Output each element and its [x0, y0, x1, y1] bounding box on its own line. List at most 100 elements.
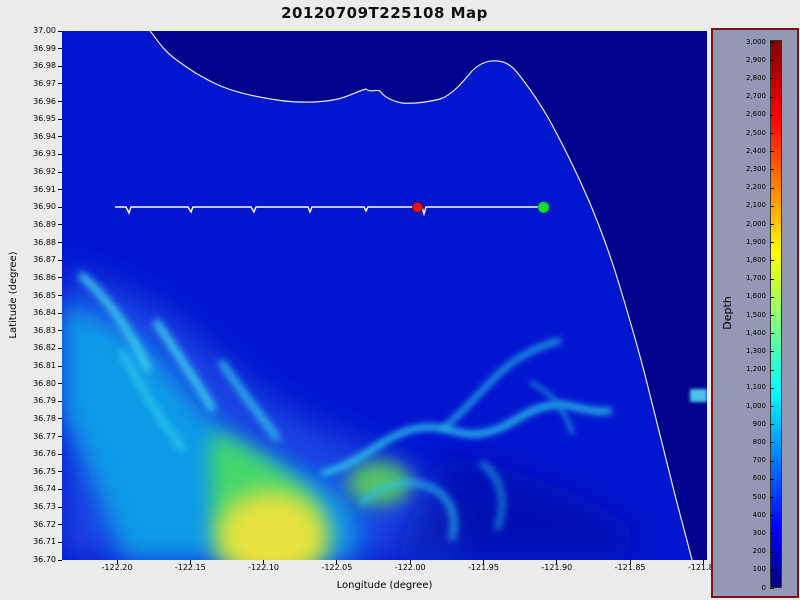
y-tick-label: 36.74	[33, 484, 56, 494]
y-tick-label: 36.70	[33, 555, 56, 564]
y-tick-label: 36.88	[33, 237, 56, 247]
bathymetry-feature	[690, 389, 707, 402]
bathymetry-map	[62, 31, 707, 560]
colorbar-tick-label: 800	[752, 437, 766, 446]
y-tick-label: 36.98	[33, 61, 56, 71]
y-tick-label: 36.80	[33, 378, 56, 388]
colorbar-tick-label: 300	[752, 528, 766, 537]
coastline	[149, 31, 693, 560]
bathymetry-features	[62, 271, 642, 560]
colorbar-tick-label: 0	[761, 583, 766, 592]
bathymetry-feature	[359, 480, 457, 541]
colorbar-tick-label: 2,400	[745, 146, 766, 155]
x-tick-label: -121.85	[614, 563, 646, 572]
green-marker	[537, 201, 550, 214]
track-markers	[412, 201, 550, 214]
y-tick-label: 36.82	[33, 343, 56, 353]
x-tick-mark	[409, 560, 411, 564]
colorbar-tick-label: 2,900	[745, 55, 766, 64]
x-tick-label: -122.20	[101, 563, 133, 572]
colorbar-tick-mark	[770, 588, 774, 589]
y-tick-label: 36.93	[33, 149, 56, 159]
y-tick-label: 36.99	[33, 43, 56, 53]
y-tick-label: 36.91	[33, 184, 56, 194]
colorbar-tick-label: 1,300	[745, 346, 766, 355]
x-tick-mark	[702, 560, 704, 564]
y-tick-label: 36.89	[33, 219, 56, 229]
colorbar-tick-label: 600	[752, 474, 766, 483]
x-tick-label: -122.15	[174, 563, 206, 572]
y-tick-label: 36.76	[33, 449, 56, 459]
y-tick-label: 36.81	[33, 361, 56, 371]
x-tick-label: -122.10	[248, 563, 280, 572]
colorbar-tick-label: 2,600	[745, 110, 766, 119]
colorbar-tick-label: 2,200	[745, 183, 766, 192]
y-tick-label: 37.00	[33, 26, 56, 35]
colorbar-tick-label: 2,000	[745, 219, 766, 228]
y-tick-label: 36.73	[33, 502, 56, 512]
map-canvas	[62, 31, 707, 560]
x-tick-label: -122.00	[394, 563, 426, 572]
chart-title: 20120709T225108 Map	[281, 4, 488, 22]
colorbar-tick-label: 1,600	[745, 292, 766, 301]
bathymetry-feature	[530, 381, 574, 435]
colorbar-tick-label: 2,700	[745, 92, 766, 101]
y-tick-label: 36.75	[33, 466, 56, 476]
y-tick-label: 36.78	[33, 413, 56, 423]
colorbar-tick-label: 2,300	[745, 164, 766, 173]
colorbar-tick-label: 2,100	[745, 201, 766, 210]
colorbar-tick-label: 1,500	[745, 310, 766, 319]
x-tick-mark	[483, 560, 484, 564]
x-tick-mark	[189, 560, 191, 564]
x-tick-mark	[263, 560, 265, 564]
y-tick-label: 36.90	[33, 202, 56, 212]
colorbar-panel: Depth 3,000 2,900 2,800 2,700 2,600 2,500 2,40…	[711, 28, 799, 598]
y-tick-label: 36.96	[33, 96, 56, 106]
colorbar-tick-label: 2,800	[745, 73, 766, 82]
colorbar-tick-label: 1,200	[745, 365, 766, 374]
colorbar-gradient-bar	[770, 40, 782, 588]
bathymetry-feature	[78, 272, 151, 372]
colorbar-tick-label: 1,800	[745, 255, 766, 264]
y-axis-label: Latitude (degree)	[8, 251, 19, 339]
x-tick-label: -121.95	[468, 563, 499, 572]
x-axis-label: Longitude (degree)	[336, 580, 433, 591]
colorbar-tick-label: 1,100	[745, 383, 766, 392]
y-tick-label: 36.72	[33, 519, 56, 529]
bathymetry-feature	[441, 338, 562, 431]
bathymetry-edge-patch	[690, 389, 707, 402]
y-tick-label: 36.97	[33, 78, 56, 88]
colorbar-tick-label: 200	[752, 547, 766, 556]
y-tick-label: 36.71	[33, 537, 56, 547]
colorbar-tick-label: 2,500	[745, 128, 766, 137]
red-marker	[412, 201, 423, 213]
bathymetry-feature	[217, 491, 327, 560]
colorbar-tick-label: 700	[752, 456, 766, 465]
colorbar-tick-label: 500	[752, 492, 766, 501]
colorbar-tick-label: 1,400	[745, 328, 766, 337]
colorbar-tick-label: 1,000	[745, 401, 766, 410]
y-tick-label: 36.95	[33, 114, 56, 124]
colorbar-tick-label: 1,700	[745, 274, 766, 283]
bathymetry-feature	[153, 319, 216, 412]
x-tick-label: -122.05	[321, 563, 353, 572]
colorbar-label: Depth	[721, 296, 734, 330]
bathymetry-feature	[219, 360, 280, 441]
x-tick-mark	[116, 560, 118, 564]
x-tick-mark	[629, 560, 631, 564]
colorbar-tick-label: 900	[752, 419, 766, 428]
y-tick-label: 36.92	[33, 167, 56, 177]
bathymetry-feature	[119, 350, 185, 451]
land-region	[150, 31, 707, 560]
y-tick-label: 36.79	[33, 396, 56, 406]
x-tick-label: -121.90	[541, 563, 573, 572]
colorbar-tick-label: 3,000	[745, 37, 766, 46]
x-tick-mark	[336, 560, 338, 564]
bathymetry-feature	[347, 461, 411, 505]
y-tick-label: 36.94	[33, 131, 56, 141]
colorbar-tick-label: 1,900	[745, 237, 766, 246]
x-tick-mark	[556, 560, 558, 564]
colorbar-tick-label: 400	[752, 510, 766, 519]
bathymetry-feature	[480, 461, 504, 530]
